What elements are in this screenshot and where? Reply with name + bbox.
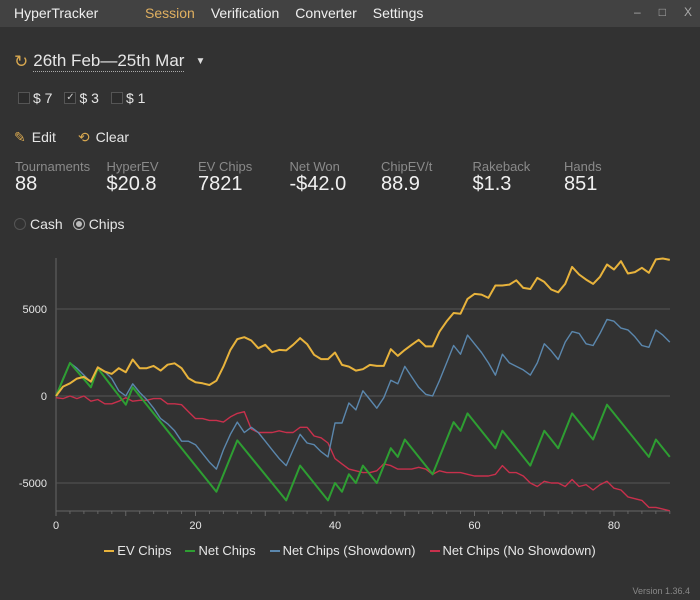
x-tick-label: 40 [329,520,341,532]
stat-value: $20.8 [106,173,157,195]
legend-item[interactable]: Net Chips [185,543,256,558]
stat-label: HyperEV [106,159,159,174]
stat-label: Hands [564,159,602,174]
series-line-ev-chips [55,257,670,397]
window-controls: – □ X [634,5,692,19]
chart-legend: EV Chips Net Chips Net Chips (Showdown) Net… [0,543,700,558]
x-tick-label: 80 [608,520,620,532]
checkbox-checked[interactable]: ✓ [64,92,77,104]
radio-chips[interactable]: Chips [72,216,125,232]
checkbox-label: $ 3 [79,90,99,106]
stat-hands: Hands 851 [564,159,656,196]
buyin-filters: $ 7 ✓ $ 3 $ 1 [18,90,145,106]
stat-label: ChipEV/t [381,159,433,174]
x-tick-label: 60 [468,520,480,532]
legend-item[interactable]: Net Chips (Showdown) [269,543,416,558]
legend-label: Net Chips (Showdown) [282,543,416,558]
line-chart: -5000 0 5000 0 20 40 60 80 [19,257,671,532]
x-tick-label: 20 [189,520,201,532]
refresh-icon[interactable]: ↻ [14,51,29,71]
app-title: HyperTracker [14,5,99,21]
y-tick-label: 5000 [23,304,47,316]
legend-label: EV Chips [117,543,172,558]
legend-swatch [185,549,196,552]
legend-swatch [269,549,280,552]
nav-verification[interactable]: Verification [210,5,280,21]
stat-value: 851 [564,173,598,195]
pencil-icon: ✎ [14,129,26,145]
main-nav: Session Verification Converter Settings [145,5,423,21]
stat-chipev-t: ChipEV/t 88.9 [381,159,473,196]
y-tick-label: -5000 [19,478,47,490]
mode-selector: Cash Chips [14,216,124,232]
stat-label: EV Chips [198,159,253,174]
stat-label: Rakeback [472,159,531,174]
minimize-button[interactable]: – [634,5,641,19]
version-label: Version 1.36.4 [632,586,690,596]
radio-button-selected[interactable] [72,218,85,230]
stat-ev-chips: EV Chips 7821 [198,159,290,196]
legend-swatch [104,549,115,552]
radio-label: Cash [30,216,63,232]
stat-value: $1.3 [472,173,512,195]
nav-settings[interactable]: Settings [372,5,424,21]
series-line-net-chips-no-showdown [55,395,670,512]
stat-value: 88.9 [381,173,420,195]
x-tick-label: 0 [53,520,59,532]
stat-net-won: Net Won -$42.0 [290,159,382,196]
legend-item[interactable]: EV Chips [104,543,171,558]
edit-button[interactable]: ✎ Edit [14,129,56,146]
legend-label: Net Chips [198,543,256,558]
stat-tournaments: Tournaments 88 [15,159,107,196]
checkbox[interactable] [110,92,123,104]
y-tick-label: 0 [41,391,47,403]
date-range-selector[interactable]: ↻ 26th Feb—25th Mar ▼ [14,51,205,72]
legend-swatch [429,549,440,552]
nav-converter[interactable]: Converter [295,5,357,21]
stat-value: 7821 [198,173,243,195]
clear-button[interactable]: ⟲ Clear [78,129,129,146]
radio-cash[interactable]: Cash [14,216,63,232]
clear-label: Clear [95,129,130,145]
buyin-checkbox-7[interactable]: $ 7 [18,90,52,106]
stat-rakeback: Rakeback $1.3 [473,159,565,196]
checkbox[interactable] [18,92,30,104]
stat-label: Tournaments [15,159,91,174]
series-line-net-chips-showdown [55,318,671,470]
stat-hyperev: HyperEV $20.8 [107,159,199,196]
radio-label: Chips [88,216,125,232]
stat-value: -$42.0 [289,173,347,195]
legend-label: Net Chips (No Showdown) [442,543,596,558]
edit-label: Edit [31,129,56,145]
chevron-down-icon[interactable]: ▼ [195,56,206,67]
repeat-icon: ⟲ [77,129,90,145]
actions: ✎ Edit ⟲ Clear [14,129,129,146]
stats-row: Tournaments 88 HyperEV $20.8 EV Chips 7821 Net… [15,159,656,196]
title-bar: HyperTracker Session Verification Conver… [0,0,700,27]
date-range-label[interactable]: 26th Feb—25th Mar [33,51,185,72]
close-button[interactable]: X [683,5,692,19]
legend-item[interactable]: Net Chips (No Showdown) [429,543,596,558]
maximize-button[interactable]: □ [658,5,666,19]
stat-label: Net Won [289,159,340,174]
checkbox-label: $ 7 [33,90,53,106]
buyin-checkbox-3[interactable]: ✓ $ 3 [64,90,99,106]
checkbox-label: $ 1 [125,90,146,106]
series-line-net-chips [55,361,671,502]
nav-session[interactable]: Session [145,5,195,21]
buyin-checkbox-1[interactable]: $ 1 [110,90,146,106]
radio-button[interactable] [14,218,26,230]
stat-value: 88 [15,173,38,195]
